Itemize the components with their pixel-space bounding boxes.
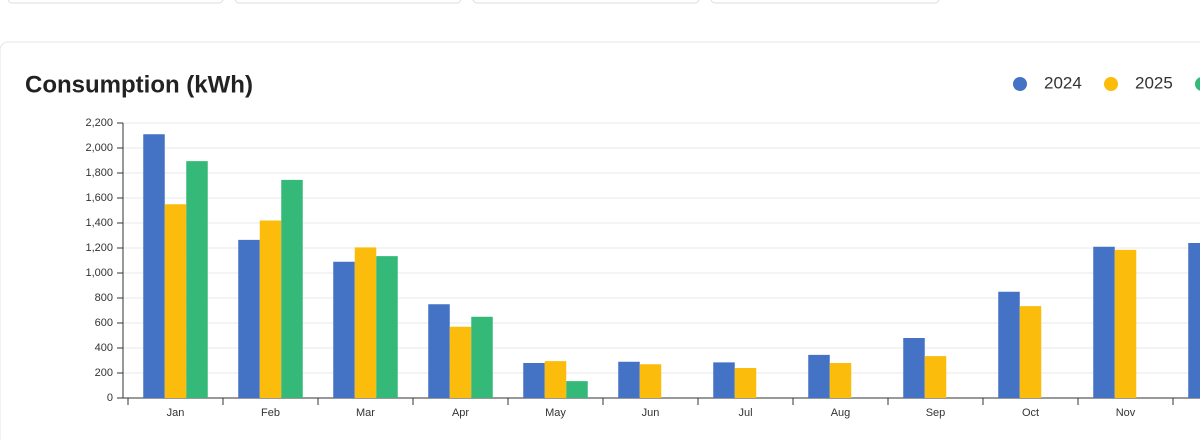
bar bbox=[713, 362, 735, 398]
bar bbox=[238, 239, 260, 398]
bar bbox=[903, 338, 925, 398]
bar bbox=[1019, 306, 1042, 398]
y-tick-label: 1,800 bbox=[85, 167, 113, 179]
bar bbox=[544, 361, 567, 398]
bar bbox=[143, 134, 165, 398]
y-tick-label: 600 bbox=[95, 317, 113, 329]
legend-marker bbox=[1195, 77, 1200, 91]
x-tick-label: Jul bbox=[738, 407, 752, 419]
y-tick-label: 2,000 bbox=[85, 142, 113, 154]
bar bbox=[376, 256, 398, 398]
y-tick-label: 1,000 bbox=[85, 267, 113, 279]
input-box[interactable] bbox=[472, 0, 700, 4]
bar bbox=[829, 363, 852, 398]
y-tick-label: 1,600 bbox=[85, 192, 113, 204]
legend-label: 2025 bbox=[1135, 73, 1173, 92]
bar bbox=[808, 354, 830, 398]
x-tick-label: Aug bbox=[831, 407, 851, 419]
input-box[interactable] bbox=[234, 0, 462, 4]
x-tick-label: Jan bbox=[167, 407, 185, 419]
bar bbox=[259, 220, 282, 398]
bar bbox=[566, 381, 588, 398]
x-tick-label: Nov bbox=[1116, 407, 1136, 419]
bar bbox=[354, 247, 377, 398]
bar bbox=[471, 316, 493, 398]
bar bbox=[333, 261, 355, 398]
legend-marker bbox=[1104, 77, 1118, 91]
y-tick-label: 2,200 bbox=[85, 117, 113, 129]
bar bbox=[186, 161, 208, 398]
bar bbox=[1093, 246, 1115, 398]
bar bbox=[428, 304, 450, 398]
bar bbox=[998, 291, 1020, 398]
x-tick-label: Sep bbox=[926, 407, 946, 419]
x-tick-label: May bbox=[545, 407, 566, 419]
x-tick-label: Jun bbox=[642, 407, 660, 419]
bar bbox=[618, 361, 640, 398]
bar bbox=[639, 364, 662, 398]
bar bbox=[164, 204, 187, 398]
bar bbox=[449, 326, 472, 398]
x-tick-label: Apr bbox=[452, 407, 469, 419]
x-tick-label: Feb bbox=[261, 407, 280, 419]
input-box[interactable] bbox=[7, 0, 224, 4]
bar bbox=[1188, 243, 1200, 398]
legend-label: 2024 bbox=[1044, 73, 1082, 92]
x-tick-label: Mar bbox=[356, 407, 375, 419]
chart-title: Consumption (kWh) bbox=[25, 71, 253, 98]
x-tick-label: Oct bbox=[1022, 407, 1039, 419]
bar bbox=[1114, 249, 1137, 398]
bar bbox=[281, 179, 303, 398]
bar bbox=[924, 356, 947, 398]
y-tick-label: 800 bbox=[95, 292, 113, 304]
y-tick-label: 400 bbox=[95, 342, 113, 354]
y-tick-label: 0 bbox=[107, 392, 113, 404]
bar bbox=[734, 368, 757, 398]
bar bbox=[523, 363, 545, 398]
y-tick-label: 1,200 bbox=[85, 242, 113, 254]
y-tick-label: 200 bbox=[95, 367, 113, 379]
input-box[interactable] bbox=[710, 0, 940, 4]
y-tick-label: 1,400 bbox=[85, 217, 113, 229]
legend-marker bbox=[1013, 77, 1027, 91]
